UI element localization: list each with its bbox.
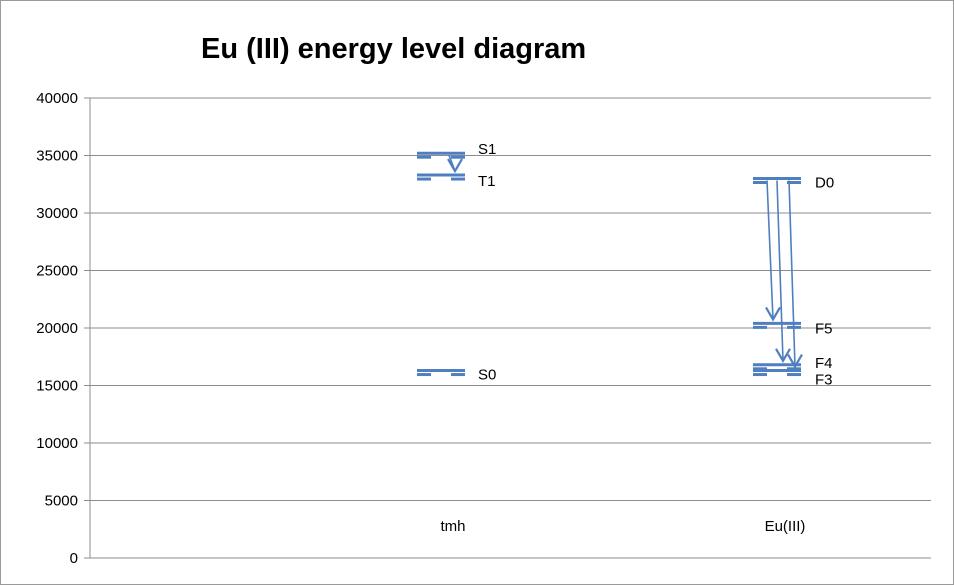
y-tick-label-40000: 40000 <box>36 90 78 107</box>
y-tick-label-5000: 5000 <box>45 493 78 510</box>
y-tick-label-20000: 20000 <box>36 320 78 337</box>
level-label-S0: S0 <box>478 367 496 384</box>
x-category-label-0: tmh <box>440 518 465 535</box>
transition-arrowhead-3 <box>787 353 803 369</box>
transition-arrow-1 <box>766 180 774 320</box>
y-tick-label-25000: 25000 <box>36 263 78 280</box>
level-label-D0: D0 <box>815 175 834 192</box>
level-label-T1: T1 <box>478 173 496 190</box>
x-category-label-1: Eu(III) <box>765 518 806 535</box>
transition-arrowhead-2 <box>775 348 791 363</box>
level-label-F4: F4 <box>815 355 833 372</box>
y-tick-label-10000: 10000 <box>36 435 78 452</box>
y-axis-ticks: 0 5000 10000 15000 20000 25000 30000 35000 40000 <box>36 90 78 567</box>
x-axis-categories: tmh Eu(III) <box>440 518 805 535</box>
gridlines <box>84 97 931 559</box>
level-label-F3: F3 <box>815 372 833 389</box>
y-tick-label-30000: 30000 <box>36 205 78 222</box>
y-tick-label-15000: 15000 <box>36 378 78 395</box>
y-tick-label-0: 0 <box>70 550 78 567</box>
chart-title: Eu (III) energy level diagram <box>201 33 586 65</box>
transition-arrow-3 <box>788 180 796 367</box>
level-label-S1: S1 <box>478 141 496 158</box>
y-tick-label-35000: 35000 <box>36 148 78 165</box>
transitions <box>447 154 803 369</box>
transition-arrowhead-1 <box>765 306 781 322</box>
transition-arrowhead-0 <box>447 158 463 174</box>
level-label-F5: F5 <box>815 320 833 337</box>
transition-arrow-2 <box>776 180 784 361</box>
